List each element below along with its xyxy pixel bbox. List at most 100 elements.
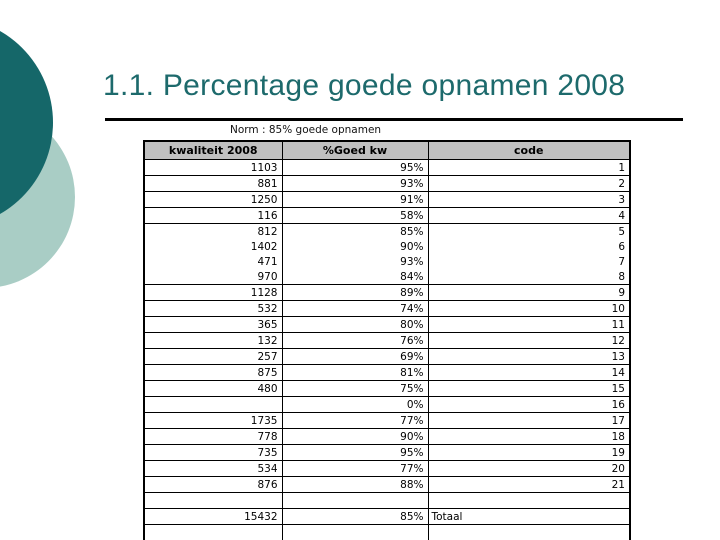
table-row: 116 58% 4 xyxy=(143,207,631,224)
table-row: 970 84% 8 xyxy=(143,269,631,285)
cell-code: 11 xyxy=(427,316,631,333)
cell-pct: 93% xyxy=(281,254,429,269)
cell-pct: 84% xyxy=(281,269,429,285)
cell-pct: 0% xyxy=(281,396,429,413)
cell-pct: 58% xyxy=(281,207,429,224)
cell-kwaliteit: 875 xyxy=(143,364,283,381)
cell-kwaliteit: 132 xyxy=(143,332,283,349)
cell-kwaliteit xyxy=(143,396,283,413)
cell-code: 18 xyxy=(427,428,631,445)
table-row: 257 69% 13 xyxy=(143,348,631,365)
cell-kwaliteit: 881 xyxy=(143,175,283,192)
cell-pct xyxy=(281,524,429,540)
cell-pct: 81% xyxy=(281,364,429,381)
cell-kwaliteit: 534 xyxy=(143,460,283,477)
table-row xyxy=(143,524,631,540)
table-row: 534 77% 20 xyxy=(143,460,631,477)
cell-pct: 91% xyxy=(281,191,429,208)
cell-pct xyxy=(281,492,429,509)
cell-kwaliteit: 116 xyxy=(143,207,283,224)
cell-pct: 89% xyxy=(281,284,429,301)
cell-kwaliteit: 532 xyxy=(143,300,283,317)
cell-pct: 95% xyxy=(281,444,429,461)
table-row: 812 85% 5 xyxy=(143,223,631,239)
cell-code: 17 xyxy=(427,412,631,429)
header-goed-kw: %Goed kw xyxy=(281,140,429,160)
cell-pct: 95% xyxy=(281,159,429,176)
cell-pct: 77% xyxy=(281,412,429,429)
cell-kwaliteit: 471 xyxy=(143,254,283,269)
cell-code: 1 xyxy=(427,159,631,176)
cell-code: 8 xyxy=(427,269,631,285)
cell-code: 12 xyxy=(427,332,631,349)
cell-kwaliteit: 778 xyxy=(143,428,283,445)
cell-code: 16 xyxy=(427,396,631,413)
cell-pct: 88% xyxy=(281,476,429,493)
cell-code: 5 xyxy=(427,223,631,239)
cell-code: 3 xyxy=(427,191,631,208)
cell-kwaliteit: 1735 xyxy=(143,412,283,429)
cell-pct: 80% xyxy=(281,316,429,333)
cell-code: 14 xyxy=(427,364,631,381)
cell-pct: 74% xyxy=(281,300,429,317)
table-row: 876 88% 21 xyxy=(143,476,631,493)
cell-code: 7 xyxy=(427,254,631,269)
cell-code xyxy=(427,524,631,540)
cell-kwaliteit: 1103 xyxy=(143,159,283,176)
table-row: 1103 95% 1 xyxy=(143,159,631,176)
cell-code: 9 xyxy=(427,284,631,301)
cell-pct: 90% xyxy=(281,428,429,445)
cell-code: 15 xyxy=(427,380,631,397)
cell-code: 2 xyxy=(427,175,631,192)
cell-kwaliteit: 1402 xyxy=(143,239,283,254)
cell-code xyxy=(427,492,631,509)
cell-kwaliteit: 480 xyxy=(143,380,283,397)
table-row: 132 76% 12 xyxy=(143,332,631,349)
cell-pct: 85% xyxy=(281,508,429,525)
cell-pct: 76% xyxy=(281,332,429,349)
header-code: code xyxy=(427,140,631,160)
table-row: 480 75% 15 xyxy=(143,380,631,397)
cell-code: 21 xyxy=(427,476,631,493)
cell-code: 4 xyxy=(427,207,631,224)
data-table: kwaliteit 2008 %Goed kw code 1103 95% 1 881… xyxy=(143,140,631,540)
table-row: 778 90% 18 xyxy=(143,428,631,445)
cell-kwaliteit: 970 xyxy=(143,269,283,285)
cell-code: Totaal xyxy=(427,508,631,525)
table-row: 875 81% 14 xyxy=(143,364,631,381)
cell-kwaliteit: 735 xyxy=(143,444,283,461)
table-row: 532 74% 10 xyxy=(143,300,631,317)
cell-kwaliteit xyxy=(143,524,283,540)
header-kwaliteit: kwaliteit 2008 xyxy=(143,140,283,160)
table-row: 15432 85% Totaal xyxy=(143,508,631,525)
cell-kwaliteit: 812 xyxy=(143,223,283,239)
cell-code: 20 xyxy=(427,460,631,477)
table-row: 365 80% 11 xyxy=(143,316,631,333)
cell-kwaliteit: 15432 xyxy=(143,508,283,525)
table-row: 471 93% 7 xyxy=(143,254,631,269)
cell-kwaliteit: 1128 xyxy=(143,284,283,301)
table-body: 1103 95% 1 881 93% 2 1250 91% 3 116 58% 4 812 85% 5 140… xyxy=(143,159,631,540)
table-row: 1128 89% 9 xyxy=(143,284,631,301)
cell-kwaliteit: 876 xyxy=(143,476,283,493)
table-row xyxy=(143,492,631,509)
cell-kwaliteit: 257 xyxy=(143,348,283,365)
table-row: 735 95% 19 xyxy=(143,444,631,461)
cell-pct: 69% xyxy=(281,348,429,365)
table-row: 1402 90% 6 xyxy=(143,239,631,254)
cell-pct: 75% xyxy=(281,380,429,397)
cell-kwaliteit xyxy=(143,492,283,509)
cell-code: 19 xyxy=(427,444,631,461)
cell-code: 10 xyxy=(427,300,631,317)
title-underline xyxy=(105,118,683,121)
page-title: 1.1. Percentage goede opnamen 2008 xyxy=(103,69,626,102)
table-row: 1735 77% 17 xyxy=(143,412,631,429)
cell-pct: 93% xyxy=(281,175,429,192)
cell-code: 13 xyxy=(427,348,631,365)
table-row: 1250 91% 3 xyxy=(143,191,631,208)
cell-code: 6 xyxy=(427,239,631,254)
table-row: 881 93% 2 xyxy=(143,175,631,192)
table-header-row: kwaliteit 2008 %Goed kw code xyxy=(143,140,631,160)
cell-kwaliteit: 1250 xyxy=(143,191,283,208)
